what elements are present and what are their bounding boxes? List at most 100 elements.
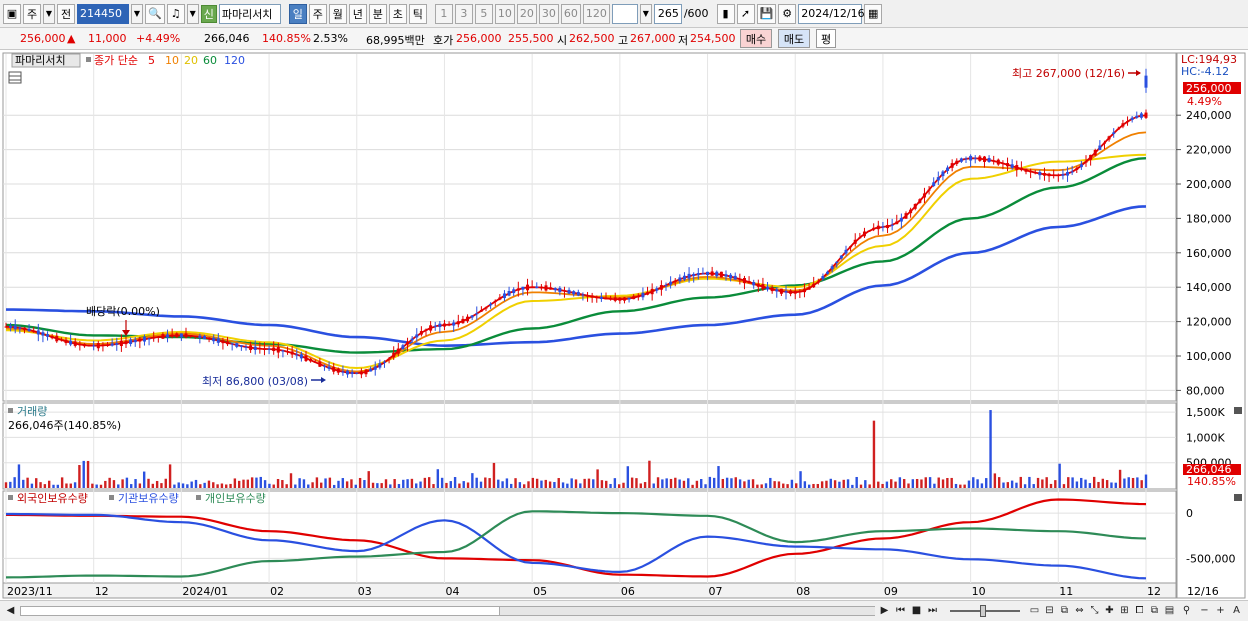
horizontal-scrollbar[interactable] [20, 606, 875, 616]
legend-name-box[interactable] [11, 53, 81, 68]
period-weekly-button[interactable]: 주 [308, 3, 327, 24]
candle-body [41, 332, 45, 336]
volume-bar [367, 471, 370, 488]
bar-count-input[interactable]: 265 [653, 3, 682, 24]
crosshair-icon[interactable]: ✚ [1105, 605, 1114, 616]
candle-body [387, 358, 391, 360]
volume-bar [924, 477, 927, 488]
scroll-right-icon[interactable]: ▶ [880, 605, 889, 616]
diag-icon[interactable]: ⤡ [1090, 605, 1099, 616]
volume-bar [99, 484, 103, 488]
holding-panel-close-icon[interactable] [1234, 494, 1242, 501]
volume-bar [669, 478, 673, 488]
layout-icon[interactable]: ▭ [1029, 605, 1040, 616]
sell-button[interactable]: 매도 [778, 29, 810, 48]
candle-body [539, 286, 543, 289]
price-panel[interactable] [2, 52, 1177, 402]
grid-icon[interactable]: ⊞ [1120, 605, 1129, 616]
interval-30-button[interactable]: 30 [538, 3, 559, 24]
jeon-button[interactable]: 전 [57, 3, 75, 24]
volume-bar [164, 478, 167, 488]
stock-code-input[interactable]: 214450 [77, 3, 129, 24]
split-icon[interactable]: ⊟ [1045, 605, 1054, 616]
interval-10-button[interactable]: 10 [494, 3, 515, 24]
period-daily-button[interactable]: 일 [288, 3, 307, 24]
stock-chart[interactable]: 240,000 220,000 200,000 180,000 160,000 140,0… [0, 51, 1248, 600]
period-yearly-button[interactable]: 년 [348, 3, 367, 24]
period-monthly-button[interactable]: 월 [328, 3, 347, 24]
scrollbar-thumb[interactable] [499, 607, 875, 615]
candle-body [179, 333, 183, 338]
period-tick-button[interactable]: 틱 [408, 3, 427, 24]
draw-tool-icon[interactable]: ➚ [736, 3, 755, 24]
chart-area[interactable]: 240,000 220,000 200,000 180,000 160,000 140,0… [0, 51, 1248, 600]
market-select[interactable]: 주 [23, 3, 41, 24]
panel-icon[interactable]: ▤ [1164, 605, 1175, 616]
interval-label: 60 [563, 7, 578, 20]
volume-bar [1015, 482, 1018, 488]
stop-icon[interactable]: ■ [911, 605, 922, 616]
volume-bar [138, 483, 142, 488]
chevron-down-icon[interactable]: ▼ [43, 3, 55, 24]
candle-body [318, 361, 322, 367]
fast-forward-icon[interactable]: ⏭ [928, 605, 937, 616]
window-icon[interactable]: ⧠ [1135, 605, 1144, 616]
buy-button[interactable]: 매수 [740, 29, 772, 48]
candle-body [364, 369, 368, 375]
interval-120-button[interactable]: 120 [582, 3, 610, 24]
volume-bar [1123, 478, 1126, 488]
candle-body [941, 171, 945, 177]
market-select-label: 주 [26, 7, 38, 21]
volume-bar [743, 481, 746, 488]
period-minute-button[interactable]: 분 [368, 3, 387, 24]
period-second-button[interactable]: 초 [388, 3, 407, 24]
interval-5-button[interactable]: 5 [474, 3, 493, 24]
zoom-slider-handle[interactable] [980, 605, 986, 617]
x-tick-label: 08 [796, 585, 810, 598]
fit-icon[interactable]: ⇔ [1075, 605, 1084, 616]
interval-60-button[interactable]: 60 [560, 3, 581, 24]
date-input[interactable]: 2024/12/16 [798, 3, 865, 24]
scroll-left-icon[interactable]: ◀ [6, 605, 15, 616]
interval-custom-input[interactable] [611, 3, 638, 24]
font-size-icon[interactable]: A [1233, 605, 1240, 616]
interval-20-button[interactable]: 20 [516, 3, 537, 24]
copy-icon[interactable]: ⧉ [1060, 605, 1069, 616]
window-menu-icon[interactable]: ▣ [3, 3, 21, 24]
speaker-icon[interactable]: ♫ [166, 3, 185, 24]
candle-body [433, 325, 437, 327]
volume-bar [389, 484, 392, 488]
speaker-dropdown-icon[interactable]: ▼ [186, 3, 199, 24]
table-toggle-icon[interactable] [8, 71, 22, 84]
volume-bar [237, 480, 241, 488]
calendar-icon[interactable]: ▦ [864, 3, 883, 24]
zoom-out-icon[interactable]: − [1200, 605, 1209, 616]
interval-3-button[interactable]: 3 [454, 3, 473, 24]
gear-icon[interactable]: ⚙ [778, 3, 797, 24]
candle-body [862, 231, 866, 237]
period-label: 초 [392, 7, 403, 21]
candle-body [244, 346, 248, 348]
interval-1-button[interactable]: 1 [434, 3, 453, 24]
volume-bar [972, 477, 975, 488]
candle-type-icon[interactable]: ▮ [716, 3, 735, 24]
legend-ma10: 10 [165, 54, 179, 67]
compare-icon[interactable]: ⧉ [1150, 605, 1159, 616]
holding-panel[interactable] [2, 490, 1177, 584]
save-icon[interactable]: 💾 [756, 3, 777, 24]
candle-body [756, 283, 760, 287]
rewind-icon[interactable]: ⏮ [896, 605, 905, 616]
candle-body [350, 372, 354, 375]
candle-body [295, 354, 299, 356]
search-zoom-icon[interactable]: ⚲ [1182, 605, 1191, 616]
volume-panel-close-icon[interactable] [1234, 407, 1242, 414]
interval-dropdown-icon[interactable]: ▼ [639, 3, 652, 24]
flat-button[interactable]: 평 [816, 29, 836, 48]
candle-body [576, 291, 580, 296]
search-icon[interactable]: 🔍 [145, 3, 165, 24]
volume-panel[interactable] [2, 402, 1177, 490]
code-dropdown-icon[interactable]: ▼ [131, 3, 143, 24]
volume-bar [704, 484, 707, 488]
zoom-in-icon[interactable]: + [1216, 605, 1225, 616]
candle-body [853, 239, 857, 244]
